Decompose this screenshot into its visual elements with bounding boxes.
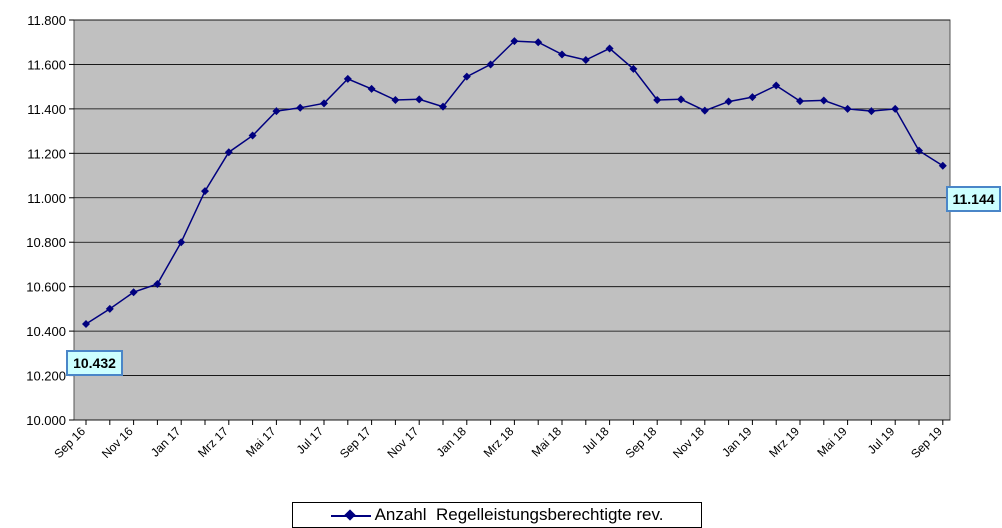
gridlines	[74, 19, 950, 421]
data-point	[486, 60, 495, 69]
data-point	[724, 97, 733, 106]
line-chart: 10.000 10.200 10.400 10.600 10.800 11.000 11.2…	[26, 13, 1001, 461]
data-point	[605, 44, 614, 53]
data-point	[534, 38, 543, 47]
y-tick-label: 11.000	[27, 191, 66, 206]
x-tick-label: Jul 17	[294, 424, 327, 457]
x-tick-label: Nov 17	[385, 424, 422, 461]
legend: Anzahl Regelleistungsberechtigte rev.	[292, 502, 702, 528]
data-point	[938, 161, 947, 170]
x-tick-label: Mrz 18	[481, 424, 517, 460]
y-tick-label: 10.600	[26, 280, 66, 295]
y-axis: 10.000 10.200 10.400 10.600 10.800 11.000 11.2…	[26, 13, 74, 428]
x-tick-label: Mai 18	[529, 424, 565, 460]
x-tick-label: Jan 19	[719, 424, 755, 460]
data-point	[462, 72, 471, 81]
y-tick-label: 10.400	[26, 324, 66, 339]
legend-series-symbol	[330, 508, 371, 522]
data-label-annotations: 10.432 11.144	[66, 186, 1001, 376]
x-tick-label: Nov 16	[99, 424, 136, 461]
data-label: 11.144	[952, 191, 994, 207]
x-tick-label: Sep 16	[51, 424, 88, 461]
data-point	[82, 320, 90, 328]
data-point	[796, 97, 804, 106]
data-point	[415, 95, 424, 104]
data-point	[700, 106, 709, 115]
x-tick-label: Sep 19	[908, 424, 945, 461]
data-point	[201, 187, 209, 196]
x-tick-label: Mrz 19	[766, 424, 802, 460]
data-point	[129, 288, 138, 297]
x-tick-label: Jan 17	[148, 424, 184, 460]
data-point	[867, 107, 876, 116]
data-point	[772, 81, 781, 90]
data-point	[391, 96, 400, 104]
plot-area	[73, 19, 951, 421]
data-point	[272, 107, 281, 116]
data-point	[653, 96, 662, 104]
x-tick-label: Sep 17	[337, 424, 374, 461]
series-markers	[82, 37, 947, 328]
data-point	[581, 56, 590, 64]
y-tick-label: 10.200	[26, 369, 66, 384]
data-point	[105, 304, 114, 313]
data-point	[296, 103, 305, 112]
x-tick-label: Jan 18	[434, 424, 470, 460]
x-axis: Sep 16 Nov 16 Jan 17 Mrz 17 Mai 17 Jul 17 Sep …	[51, 420, 945, 461]
x-tick-label: Mrz 17	[195, 424, 231, 460]
data-point	[343, 74, 352, 83]
data-point	[248, 131, 257, 140]
data-point	[367, 84, 376, 93]
y-tick-label: 10.000	[26, 413, 66, 428]
x-tick-label: Mai 17	[243, 424, 279, 460]
x-tick-label: Jul 18	[579, 424, 612, 457]
data-label: 10.432	[73, 355, 116, 371]
data-point	[439, 102, 447, 111]
data-point	[224, 148, 233, 157]
data-point	[153, 280, 162, 288]
data-label-box	[66, 350, 123, 376]
data-point	[891, 104, 900, 113]
data-point	[843, 104, 852, 113]
legend-series-label: Anzahl Regelleistungsberechtigte rev.	[374, 505, 664, 524]
data-point	[629, 64, 638, 73]
data-label-box	[946, 186, 1001, 212]
y-tick-label: 11.400	[27, 102, 66, 117]
data-point	[320, 99, 328, 108]
y-tick-label: 11.800	[27, 13, 66, 28]
y-tick-label: 11.200	[27, 146, 66, 161]
data-point	[177, 238, 186, 247]
data-point	[558, 50, 566, 59]
data-point	[677, 95, 685, 104]
data-point	[510, 37, 519, 46]
data-point	[748, 93, 757, 102]
x-tick-label: Nov 18	[670, 424, 707, 461]
data-point	[915, 146, 923, 155]
data-point	[819, 96, 828, 105]
y-tick-label: 11.600	[27, 57, 66, 72]
y-tick-label: 10.800	[26, 235, 66, 250]
x-tick-label: Sep 18	[623, 424, 660, 461]
x-tick-label: Jul 19	[865, 424, 898, 457]
x-tick-label: Mai 19	[814, 424, 850, 460]
